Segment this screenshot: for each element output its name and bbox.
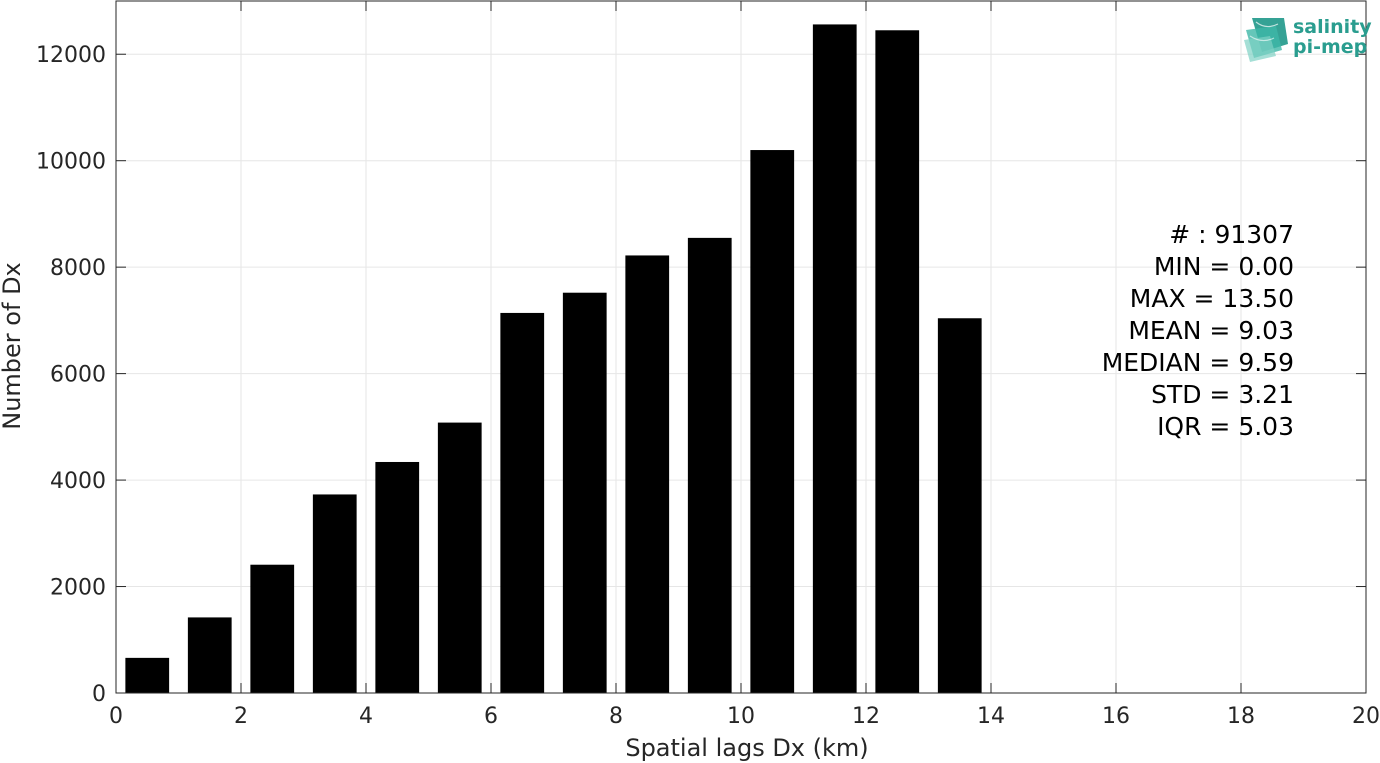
- y-tick-label: 2000: [50, 576, 106, 601]
- histogram-bar: [750, 150, 795, 694]
- histogram-bar: [250, 564, 295, 693]
- bars: [125, 24, 982, 694]
- x-tick-label: 10: [727, 704, 755, 729]
- x-tick-label: 0: [109, 704, 123, 729]
- histogram-bar: [500, 312, 545, 693]
- histogram-bar: [625, 255, 670, 694]
- histogram-bar: [562, 292, 607, 693]
- histogram-bar: [125, 657, 170, 693]
- histogram-bar: [187, 617, 232, 693]
- histogram-bar: [312, 494, 357, 693]
- stats-line: MEDIAN = 9.59: [1102, 348, 1294, 377]
- histogram-bar: [812, 24, 857, 694]
- histogram-bar: [437, 422, 482, 693]
- x-tick-label: 20: [1352, 704, 1380, 729]
- histogram-bar: [937, 318, 982, 693]
- salinity-pi-mep-logo: salinity pi-mep: [1244, 16, 1372, 62]
- y-axis-label: Number of Dx: [0, 262, 26, 429]
- x-tick-label: 12: [852, 704, 880, 729]
- y-tick-label: 10000: [36, 150, 106, 175]
- y-tick-label: 12000: [36, 43, 106, 68]
- y-tick-label: 0: [92, 682, 106, 707]
- x-tick-label: 8: [609, 704, 623, 729]
- histogram-bar: [875, 30, 920, 694]
- stats-line: # : 91307: [1169, 220, 1294, 249]
- x-tick-label: 14: [977, 704, 1005, 729]
- logo-wave-icon: [1244, 18, 1288, 62]
- logo-text-salinity: salinity: [1293, 16, 1372, 38]
- tick-marks: [115, 1, 1367, 694]
- histogram-bar: [375, 461, 420, 693]
- y-tick-label: 6000: [50, 363, 106, 388]
- x-tick-label: 16: [1102, 704, 1130, 729]
- logo-text-pi-mep: pi-mep: [1293, 36, 1367, 58]
- x-tick-label: 2: [234, 704, 248, 729]
- stats-line: STD = 3.21: [1151, 380, 1294, 409]
- y-tick-labels: 0 2000 4000 6000 8000 10000 12000: [36, 43, 106, 707]
- x-tick-label: 6: [484, 704, 498, 729]
- stats-line: MAX = 13.50: [1130, 284, 1294, 313]
- x-tick-label: 4: [359, 704, 373, 729]
- stats-box: # : 91307 MIN = 0.00 MAX = 13.50 MEAN = 9.0…: [1102, 220, 1294, 441]
- histogram-bar: [687, 237, 732, 693]
- stats-line: IQR = 5.03: [1157, 412, 1294, 441]
- x-axis-label: Spatial lags Dx (km): [625, 734, 868, 762]
- y-tick-label: 4000: [50, 469, 106, 494]
- stats-line: MIN = 0.00: [1154, 252, 1294, 281]
- y-tick-label: 8000: [50, 256, 106, 281]
- x-tick-labels: 0 2 4 6 8 10 12 14 16 18 20: [109, 704, 1380, 729]
- stats-line: MEAN = 9.03: [1128, 316, 1294, 345]
- x-tick-label: 18: [1227, 704, 1255, 729]
